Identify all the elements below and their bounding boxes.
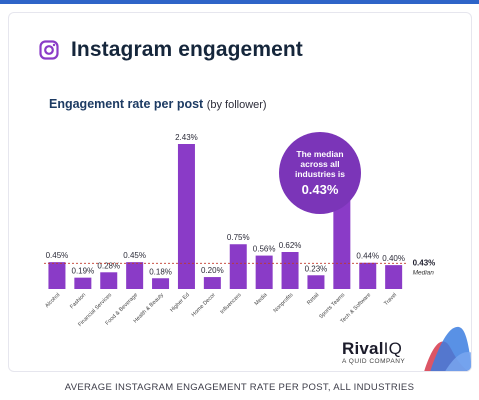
- page-title: Instagram engagement: [71, 38, 303, 61]
- bar-value-label-8: 0.56%: [253, 245, 276, 254]
- x-tick-label-13: Travel: [383, 292, 398, 307]
- median-sublabel: Median: [413, 269, 435, 276]
- brand-name: RivalIQ: [342, 339, 405, 359]
- bar-13: [385, 265, 403, 289]
- brand-waves-graphic: [424, 326, 471, 371]
- bar-value-label-1: 0.19%: [72, 267, 95, 276]
- x-tick-label-7: Influencers: [219, 292, 242, 315]
- bar-1: [74, 277, 92, 289]
- x-tick-label-8: Media: [254, 292, 270, 308]
- chart-title: Engagement rate per post: [49, 97, 204, 111]
- bar-3: [126, 262, 144, 289]
- brand-tagline: A QUID COMPANY: [342, 358, 406, 365]
- brand-name-rival: Rival: [342, 339, 384, 358]
- bar-value-label-0: 0.45%: [46, 251, 69, 260]
- x-tick-label-10: Retail: [306, 292, 320, 306]
- bar-value-label-6: 0.20%: [201, 266, 224, 275]
- x-tick-label-9: Nonprofits: [272, 292, 294, 314]
- bar-9: [281, 252, 299, 289]
- x-tick-label-1: Fashion: [69, 292, 87, 310]
- bar-4: [152, 278, 170, 289]
- brand-name-iq: IQ: [383, 339, 402, 358]
- bar-7: [229, 244, 247, 289]
- top-accent-bar: [0, 0, 479, 4]
- bar-value-label-5: 2.43%: [175, 133, 198, 142]
- bar-value-label-3: 0.45%: [123, 251, 146, 260]
- callout-text: The median across all industries is: [294, 149, 346, 179]
- median-callout: The median across all industries is 0.43…: [279, 132, 361, 214]
- bar-0: [48, 262, 66, 289]
- chart-title-note: (by follower): [206, 99, 267, 111]
- bar-value-label-12: 0.44%: [356, 252, 379, 261]
- bar-8: [255, 255, 273, 289]
- figure-caption: AVERAGE INSTAGRAM ENGAGEMENT RATE PER PO…: [64, 382, 415, 393]
- callout-value: 0.43%: [301, 182, 339, 197]
- bar-12: [359, 262, 377, 289]
- x-tick-label-6: Home Decor: [191, 292, 217, 318]
- chart-subtitle: Engagement rate per post (by follower): [49, 97, 267, 111]
- median-value-label: 0.43%: [413, 258, 436, 267]
- bar-value-label-13: 0.40%: [382, 254, 405, 263]
- instagram-icon: [39, 40, 59, 60]
- bar-value-label-7: 0.75%: [227, 233, 250, 242]
- bar-6: [203, 277, 221, 289]
- bar-5: [177, 144, 195, 289]
- x-tick-label-5: Higher Ed: [169, 292, 191, 314]
- bar-value-label-9: 0.62%: [279, 241, 302, 250]
- header: Instagram engagement: [39, 38, 303, 62]
- brand-logo: RivalIQ A QUID COMPANY: [342, 339, 405, 365]
- chart-card: Instagram engagement Engagement rate per…: [8, 12, 472, 372]
- bar-2: [100, 272, 118, 289]
- bar-value-label-10: 0.23%: [305, 264, 328, 273]
- bar-value-label-4: 0.18%: [149, 267, 172, 276]
- x-tick-label-0: Alcohol: [44, 292, 61, 309]
- bar-10: [307, 275, 325, 289]
- bar-value-label-2: 0.28%: [97, 261, 120, 270]
- bar-11: [333, 195, 351, 289]
- x-tick-label-11: Sports Teams: [318, 292, 346, 320]
